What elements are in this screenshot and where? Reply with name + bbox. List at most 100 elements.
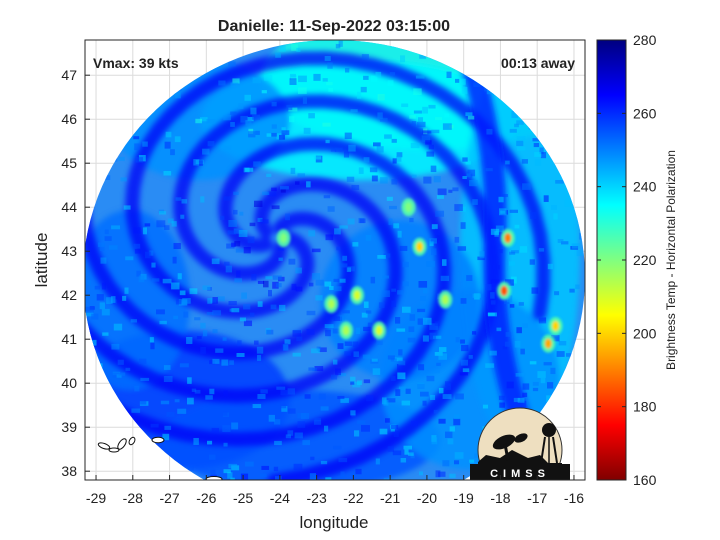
texture-cell	[279, 304, 286, 312]
texture-cell	[515, 373, 524, 377]
texture-cell	[377, 112, 383, 119]
texture-cell	[447, 438, 454, 445]
texture-cell	[514, 341, 521, 348]
warm-cell	[342, 325, 350, 336]
x-axis-label: longitude	[299, 513, 368, 532]
texture-cell	[226, 243, 235, 249]
texture-cell	[231, 422, 239, 430]
texture-cell	[361, 312, 368, 318]
texture-cell	[392, 158, 397, 164]
texture-cell	[207, 141, 215, 147]
texture-cell	[85, 306, 94, 313]
texture-cell	[575, 284, 580, 290]
colorbar-tick-label: 220	[633, 252, 657, 268]
texture-cell	[449, 426, 455, 432]
texture-cell	[206, 312, 214, 316]
texture-cell	[550, 367, 556, 375]
texture-cell	[569, 288, 575, 293]
y-tick-label: 38	[61, 463, 77, 479]
texture-cell	[380, 117, 388, 122]
texture-cell	[454, 452, 464, 459]
texture-cell	[134, 143, 140, 151]
texture-cell	[389, 205, 397, 210]
texture-cell	[428, 144, 434, 150]
texture-cell	[276, 386, 286, 390]
texture-cell	[396, 328, 406, 332]
y-tick-label: 45	[61, 155, 77, 171]
texture-cell	[397, 230, 402, 238]
texture-cell	[538, 248, 545, 252]
texture-cell	[462, 157, 468, 162]
texture-cell	[228, 463, 238, 469]
texture-cell	[131, 408, 141, 413]
texture-cell	[446, 71, 452, 79]
x-tick-label: -24	[270, 490, 290, 506]
texture-cell	[311, 348, 321, 354]
texture-cell	[225, 265, 233, 273]
texture-cell	[322, 78, 328, 82]
texture-cell	[514, 123, 519, 128]
texture-cell	[383, 400, 389, 406]
texture-cell	[254, 340, 259, 345]
texture-cell	[410, 142, 420, 149]
texture-cell	[369, 167, 378, 173]
texture-cell	[255, 130, 260, 135]
texture-cell	[163, 365, 171, 370]
texture-cell	[117, 359, 124, 365]
y-axis-label: latitude	[32, 233, 51, 288]
island-outline	[108, 447, 120, 453]
texture-cell	[218, 80, 226, 86]
texture-cell	[344, 351, 351, 356]
texture-cell	[122, 295, 127, 301]
texture-cell	[358, 167, 364, 174]
colorbar-tick-label: 260	[633, 105, 657, 121]
texture-cell	[485, 284, 492, 291]
texture-cell	[539, 147, 544, 155]
texture-cell	[280, 186, 289, 190]
texture-cell	[229, 360, 234, 365]
texture-cell	[211, 427, 219, 433]
texture-cell	[280, 390, 288, 396]
texture-cell	[200, 117, 208, 122]
texture-cell	[435, 210, 445, 217]
texture-cell	[291, 283, 297, 291]
texture-cell	[355, 468, 362, 475]
texture-cell	[359, 218, 366, 224]
x-tick-label: -25	[233, 490, 253, 506]
texture-cell	[325, 234, 334, 241]
texture-cell	[175, 299, 182, 305]
texture-cell	[325, 477, 332, 480]
texture-cell	[365, 235, 372, 241]
colorbar-tick-label: 180	[633, 399, 657, 415]
texture-cell	[401, 103, 409, 108]
texture-cell	[103, 175, 111, 181]
texture-cell	[333, 278, 342, 283]
x-tick-label: -29	[86, 490, 106, 506]
texture-cell	[534, 152, 542, 157]
texture-cell	[139, 358, 147, 364]
texture-cell	[145, 251, 151, 259]
texture-cell	[502, 346, 508, 350]
texture-cell	[333, 359, 338, 365]
texture-cell	[275, 52, 281, 58]
cimss-logo: CIMSS	[470, 407, 570, 480]
warm-cell	[280, 233, 288, 243]
texture-cell	[507, 295, 513, 303]
texture-cell	[187, 377, 192, 384]
texture-cell	[431, 248, 437, 256]
frontal-band	[459, 56, 531, 424]
texture-cell	[428, 104, 436, 109]
texture-cell	[363, 75, 369, 80]
texture-cell	[238, 230, 248, 237]
texture-cell	[409, 314, 416, 321]
texture-cell	[111, 225, 121, 230]
texture-cell	[233, 209, 238, 215]
colorbar-tick-label: 160	[633, 472, 657, 488]
texture-cell	[522, 323, 529, 328]
x-tick-label: -18	[490, 490, 510, 506]
texture-cell	[260, 473, 267, 478]
texture-cell	[296, 336, 303, 342]
texture-cell	[298, 87, 307, 94]
texture-cell	[584, 272, 585, 279]
texture-cell	[280, 401, 287, 409]
